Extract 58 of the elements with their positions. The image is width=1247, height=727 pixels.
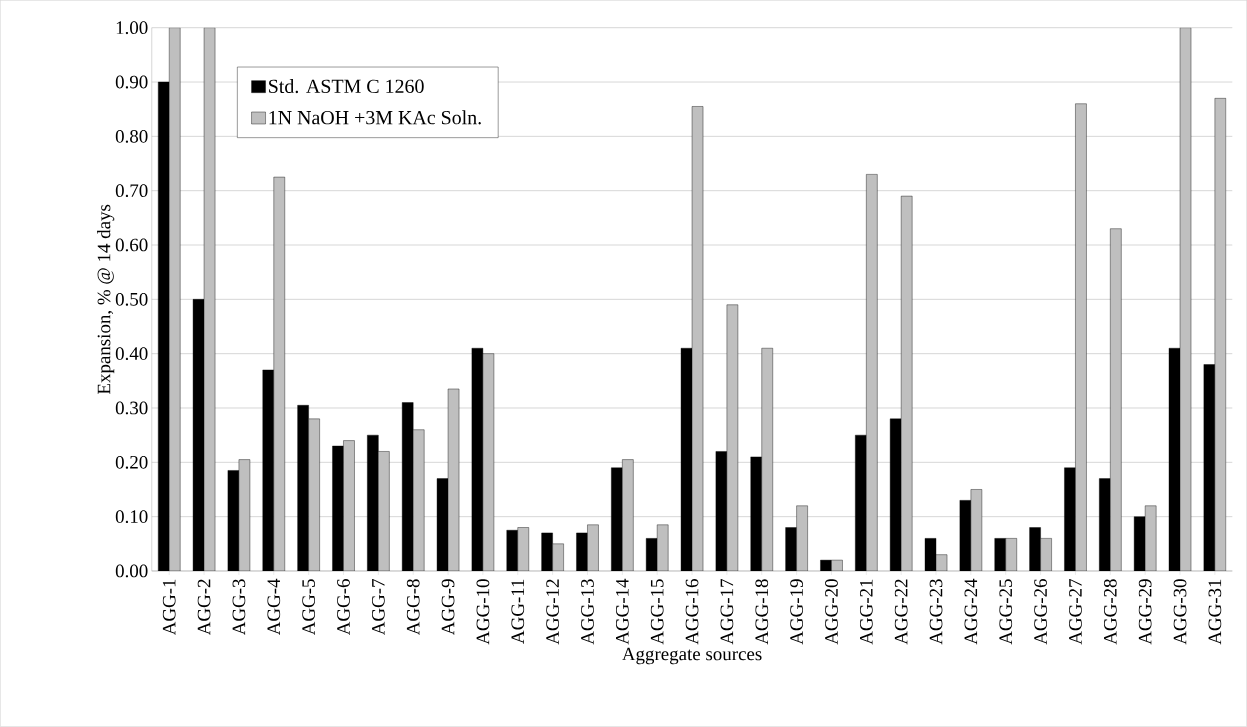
x-tick-label: AGG-2 [197,579,211,636]
x-tick-label: AGG-26 [1034,579,1047,645]
x-tick-label: AGG-29 [1138,579,1152,645]
bar [273,177,285,572]
x-tick-label: AGG-25 [999,579,1013,645]
y-tick-label: 0.50 [115,293,148,306]
y-tick-label: 0.90 [115,75,148,89]
x-tick-label: AGG-21 [859,579,873,645]
x-tick-label: AGG-1 [162,579,176,636]
y-tick-label: 0.30 [115,401,148,415]
x-tick-label: AGG-3 [232,579,246,636]
x-tick-label: AGG-5 [302,579,315,636]
y-tick-label: 0.10 [115,510,148,524]
y-tick-label: 1.00 [116,21,148,35]
y-tick-label: 0.70 [115,184,148,198]
x-tick-label: AGG-6 [337,579,350,636]
bar [308,418,320,572]
x-tick-label: AGG-15 [650,579,664,645]
x-tick-label: AGG-28 [1103,579,1117,645]
x-tick-label: AGG-9 [441,579,455,636]
x-axis-title: Aggregate sources [622,647,762,665]
y-tick-label: 0.80 [115,130,148,143]
bar [1110,228,1122,572]
bar [900,196,913,572]
x-tick-label: AGG-20 [825,579,838,645]
x-tick-label: AGG-10 [476,579,490,645]
bar [866,174,878,572]
y-axis-title: Expansion, % @ 14 days [97,204,115,395]
bar [169,27,181,572]
x-tick-label: AGG-4 [267,578,281,636]
bar [378,451,390,572]
x-tick-label: AGG-27 [1069,579,1082,645]
x-tick-label: AGG-16 [685,579,699,645]
x-tick-label: AGG-12 [546,579,559,645]
x-tick-label: AGG-31 [1208,579,1222,645]
x-tick-label: AGG-19 [790,579,803,645]
bar [1075,103,1087,572]
bar [343,440,355,572]
legend-label: Std. ASTM C 1260 [269,79,424,94]
y-tick-label: 0.20 [115,456,148,469]
x-tick-label: AGG-18 [755,579,769,645]
legend-label: 1N NaOH +3M KAc Soln. [269,110,481,125]
bar [622,459,634,572]
y-tick-label: 0.40 [115,347,148,361]
x-tick-label: AGG-30 [1173,579,1187,645]
x-tick-label: AGG-11 [511,579,525,645]
x-tick-label: AGG-8 [406,579,420,636]
y-tick-label: 0.60 [115,238,148,252]
x-tick-label: AGG-14 [615,578,629,645]
bar [761,348,773,572]
x-tick-label: AGG-17 [720,579,734,645]
x-tick-label: AGG-13 [581,579,594,645]
bar [412,429,425,572]
y-tick-label: 0.00 [115,564,148,578]
x-tick-label: AGG-22 [894,579,908,645]
x-tick-label: AGG-24 [964,578,978,645]
x-tick-label: AGG-23 [929,579,943,645]
x-tick-label: AGG-7 [371,579,385,636]
